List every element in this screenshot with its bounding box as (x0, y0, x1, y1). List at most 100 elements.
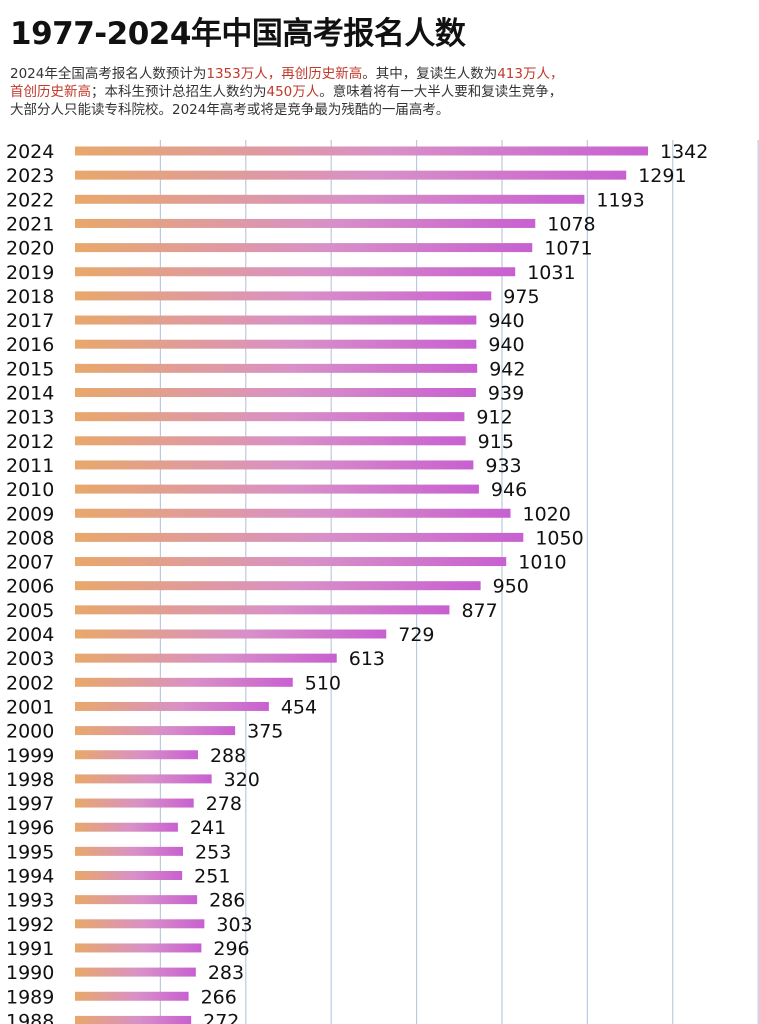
bar (75, 822, 178, 832)
bar (75, 436, 466, 446)
value-label: 278 (206, 793, 242, 815)
year-label: 1996 (6, 817, 54, 839)
year-label: 2015 (6, 358, 54, 380)
bar (75, 798, 194, 808)
bar (75, 871, 183, 880)
bar (75, 315, 477, 325)
value-label: 283 (208, 962, 244, 984)
value-label: 510 (305, 672, 341, 694)
bar (75, 170, 627, 180)
description-highlight: 1353万人，再创历史新高 (206, 66, 363, 82)
description-text: 2024年全国高考报名人数预计为 (10, 66, 207, 82)
value-label: 912 (476, 407, 512, 429)
year-label: 1997 (6, 793, 54, 815)
year-label: 1988 (6, 1010, 54, 1024)
value-label: 940 (488, 334, 524, 356)
value-label: 942 (489, 358, 525, 380)
year-label: 2001 (6, 696, 54, 718)
bar (75, 508, 511, 518)
year-label: 1989 (6, 986, 54, 1008)
bar (75, 919, 205, 929)
year-label: 2019 (6, 262, 54, 284)
value-label: 320 (224, 769, 260, 791)
year-label: 2012 (6, 431, 54, 453)
year-label: 2016 (6, 334, 54, 356)
value-label: 1342 (660, 141, 708, 163)
year-label: 1994 (6, 866, 54, 888)
year-label: 2000 (6, 721, 54, 743)
year-label: 2024 (6, 141, 54, 163)
bar (75, 388, 476, 397)
year-label: 1998 (6, 769, 54, 791)
bar (75, 218, 536, 228)
bar (75, 750, 198, 760)
chart-description: 2024年全国高考报名人数预计为1353万人，再创历史新高。其中，复读生人数为4… (10, 65, 750, 119)
bar (75, 967, 196, 977)
year-label: 2008 (6, 527, 54, 549)
value-label: 253 (195, 841, 231, 863)
value-label: 940 (488, 310, 524, 332)
year-label: 2009 (6, 503, 54, 525)
value-label: 241 (190, 817, 226, 839)
bar (75, 194, 585, 204)
bar (75, 363, 478, 373)
description-text: 。意味着将有一大半人要和复读生竞争， (319, 84, 563, 100)
year-label: 2022 (6, 189, 54, 211)
value-label: 933 (485, 455, 521, 477)
value-label: 1031 (527, 262, 575, 284)
value-label: 946 (491, 479, 527, 501)
value-label: 1010 (518, 552, 566, 574)
bar (75, 629, 387, 639)
value-label: 729 (398, 624, 434, 646)
value-label: 266 (201, 986, 237, 1008)
value-label: 1071 (544, 238, 592, 260)
bar (75, 653, 337, 663)
bar (75, 605, 450, 615)
label-layer: 2024 1342 2023 1291 2022 1193 2021 1078 2020 1071… (6, 141, 708, 1024)
value-label: 613 (349, 648, 385, 670)
value-label: 251 (194, 866, 230, 888)
year-label: 2020 (6, 238, 54, 260)
bar (75, 484, 479, 494)
bar (75, 677, 293, 687)
description-text: ；本科生预计总招生人数约为 (91, 84, 267, 100)
year-label: 2003 (6, 648, 54, 670)
description-line-2: 首创历史新高；本科生预计总招生人数约为450万人。意味着将有一大半人要和复读生竞… (10, 83, 750, 101)
value-label: 877 (461, 600, 497, 622)
bar (75, 460, 474, 470)
bar (75, 895, 198, 905)
bar (75, 701, 269, 711)
bar-layer (75, 146, 648, 1024)
bar (75, 1015, 192, 1024)
bar (75, 846, 184, 856)
year-label: 1995 (6, 841, 54, 863)
bar (75, 581, 481, 591)
year-label: 1992 (6, 914, 54, 936)
year-label: 2004 (6, 624, 54, 646)
bar (75, 532, 524, 542)
bar (75, 412, 465, 422)
year-label: 2014 (6, 383, 54, 405)
bar (75, 243, 533, 253)
year-label: 2023 (6, 165, 54, 187)
value-label: 1193 (596, 189, 644, 211)
year-label: 2006 (6, 576, 54, 598)
year-label: 2013 (6, 407, 54, 429)
value-label: 454 (281, 696, 317, 718)
value-label: 303 (216, 914, 252, 936)
description-text: 大部分人只能读专科院校。2024年高考或将是竞争最为残酷的一届高考。 (10, 102, 450, 118)
value-label: 375 (247, 721, 283, 743)
description-highlight: 450万人 (266, 84, 320, 100)
bar (75, 943, 202, 953)
year-label: 1990 (6, 962, 54, 984)
year-label: 2007 (6, 552, 54, 574)
year-label: 1999 (6, 745, 54, 767)
value-label: 272 (203, 1010, 239, 1024)
value-label: 950 (493, 576, 529, 598)
value-label: 288 (210, 745, 246, 767)
description-highlight: 首创历史新高 (10, 84, 91, 100)
value-label: 915 (478, 431, 514, 453)
value-label: 296 (213, 938, 249, 960)
bar (75, 774, 212, 784)
